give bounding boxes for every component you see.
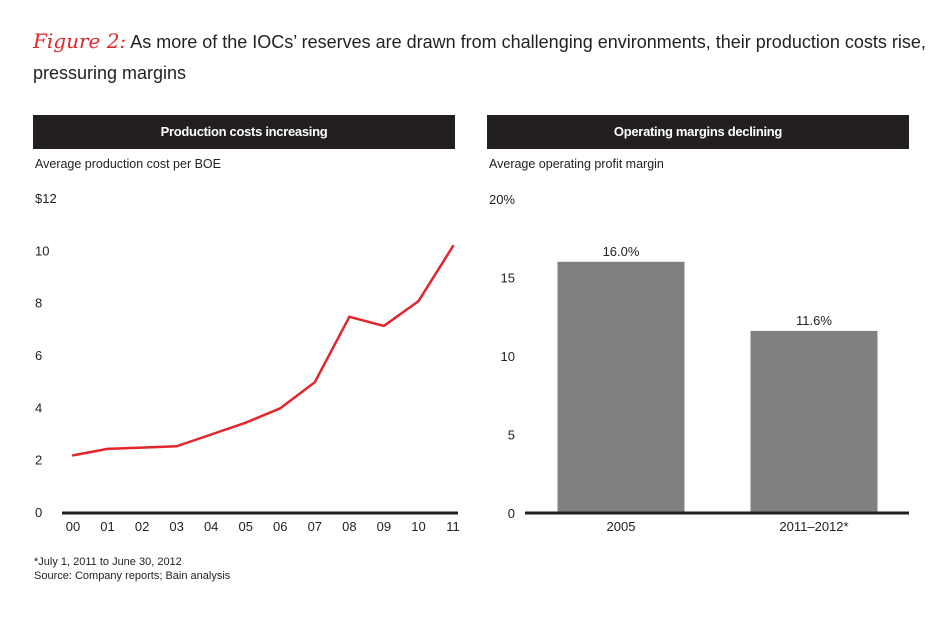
y-tick-label: 15: [501, 271, 515, 286]
x-tick-label: 00: [66, 519, 80, 534]
data-point: [348, 315, 351, 318]
data-point: [106, 447, 109, 451]
data-point: [451, 244, 455, 248]
x-tick-label: 08: [342, 519, 356, 534]
y-tick-label: $12: [35, 191, 57, 206]
y-tick-label: 4: [35, 400, 42, 415]
y-tick-label: 0: [35, 505, 42, 520]
x-tick-label: 11: [446, 519, 460, 534]
data-point: [175, 445, 178, 448]
y-tick-label: 2: [35, 453, 42, 468]
x-tick-label: 07: [308, 519, 322, 534]
x-tick-label: 2005: [607, 519, 636, 534]
x-tick-label: 06: [273, 519, 287, 534]
x-tick-label: 03: [169, 519, 183, 534]
bar-value-label: 11.6%: [796, 313, 832, 328]
bar-chart-subtitle: Average operating profit margin: [489, 157, 664, 171]
bar: [557, 261, 685, 513]
y-tick-label: 6: [35, 348, 42, 363]
y-tick-label: 20%: [489, 192, 515, 207]
data-point: [140, 446, 144, 449]
bar: [750, 330, 878, 513]
x-tick-label: 09: [377, 519, 391, 534]
footnote: *July 1, 2011 to June 30, 2012: [34, 556, 182, 568]
data-point: [313, 380, 317, 384]
figure-label: Figure 2:: [33, 29, 127, 53]
data-point: [244, 421, 247, 424]
data-point: [279, 407, 282, 410]
x-tick-label: 2011–2012*: [779, 519, 848, 534]
production-cost-series-line: [72, 245, 455, 457]
x-tick-label: 01: [100, 519, 114, 534]
y-tick-label: 10: [35, 243, 49, 258]
x-tick-label: 05: [238, 519, 252, 534]
y-tick-label: 5: [508, 428, 515, 443]
y-tick-label: 8: [35, 296, 42, 311]
x-tick-label: 04: [204, 519, 218, 534]
bar-chart: 0 5 10 15 20% 16.0% 2005 11.6% 2011–2012*: [489, 192, 909, 534]
y-tick-label: 0: [508, 506, 515, 521]
bar-value-label: 16.0%: [603, 244, 640, 259]
figure-title: Figure 2: As more of the IOCs’ reserves …: [33, 26, 933, 89]
figure-title-text: As more of the IOCs’ reserves are drawn …: [33, 32, 926, 83]
data-point: [382, 324, 386, 328]
y-tick-label: 10: [501, 349, 515, 364]
line-chart-header: Production costs increasing: [33, 115, 455, 149]
x-tick-label: 10: [411, 519, 425, 534]
bar-chart-header: Operating margins declining: [487, 115, 909, 149]
x-tick-label: 02: [135, 519, 149, 534]
line-chart-subtitle: Average production cost per BOE: [35, 157, 221, 171]
data-point: [417, 299, 420, 303]
data-point: [71, 454, 75, 457]
source-note: Source: Company reports; Bain analysis: [34, 570, 231, 582]
data-point: [209, 433, 213, 436]
